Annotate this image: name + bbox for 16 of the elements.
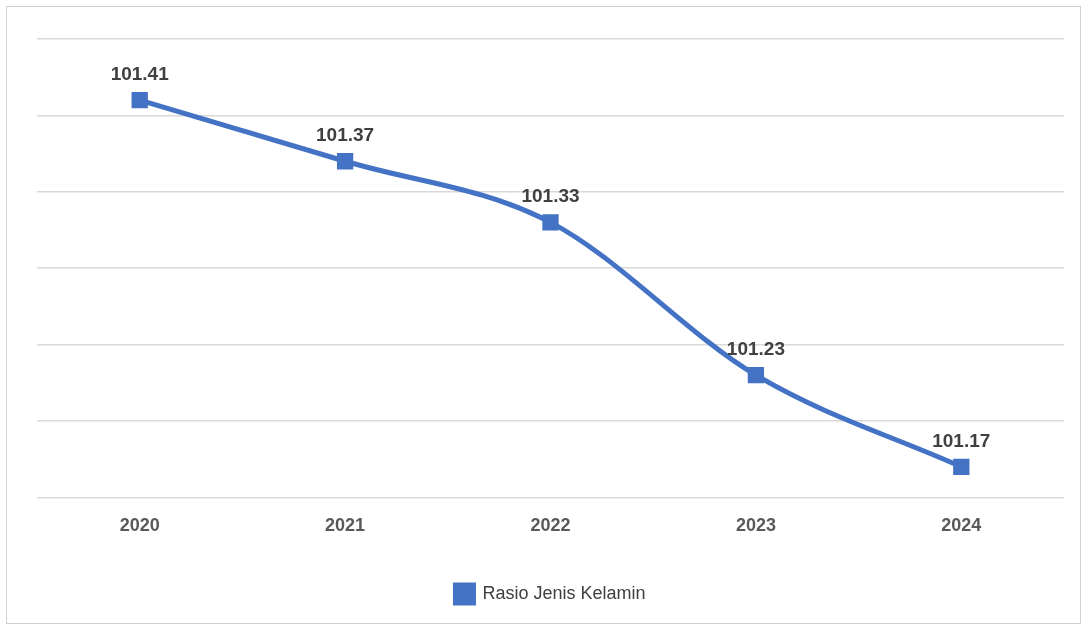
x-tick-label: 2023 [735,515,776,536]
x-tick-label: 2020 [119,515,160,536]
data-label: 101.17 [932,429,991,451]
x-tick-label: 2022 [530,515,571,536]
x-tick-label: 2024 [941,515,982,536]
data-label: 101.37 [316,123,375,145]
point [747,367,765,384]
point [336,153,354,170]
data-label: 101.41 [110,62,170,84]
x-tick-label: 2021 [325,515,366,536]
data-label: 101.23 [726,337,785,359]
legend-label: Rasio Jenis Kelamin [482,582,646,603]
point [542,214,559,231]
data-label: 101.33 [521,185,580,207]
point [953,458,970,475]
point [131,91,148,109]
